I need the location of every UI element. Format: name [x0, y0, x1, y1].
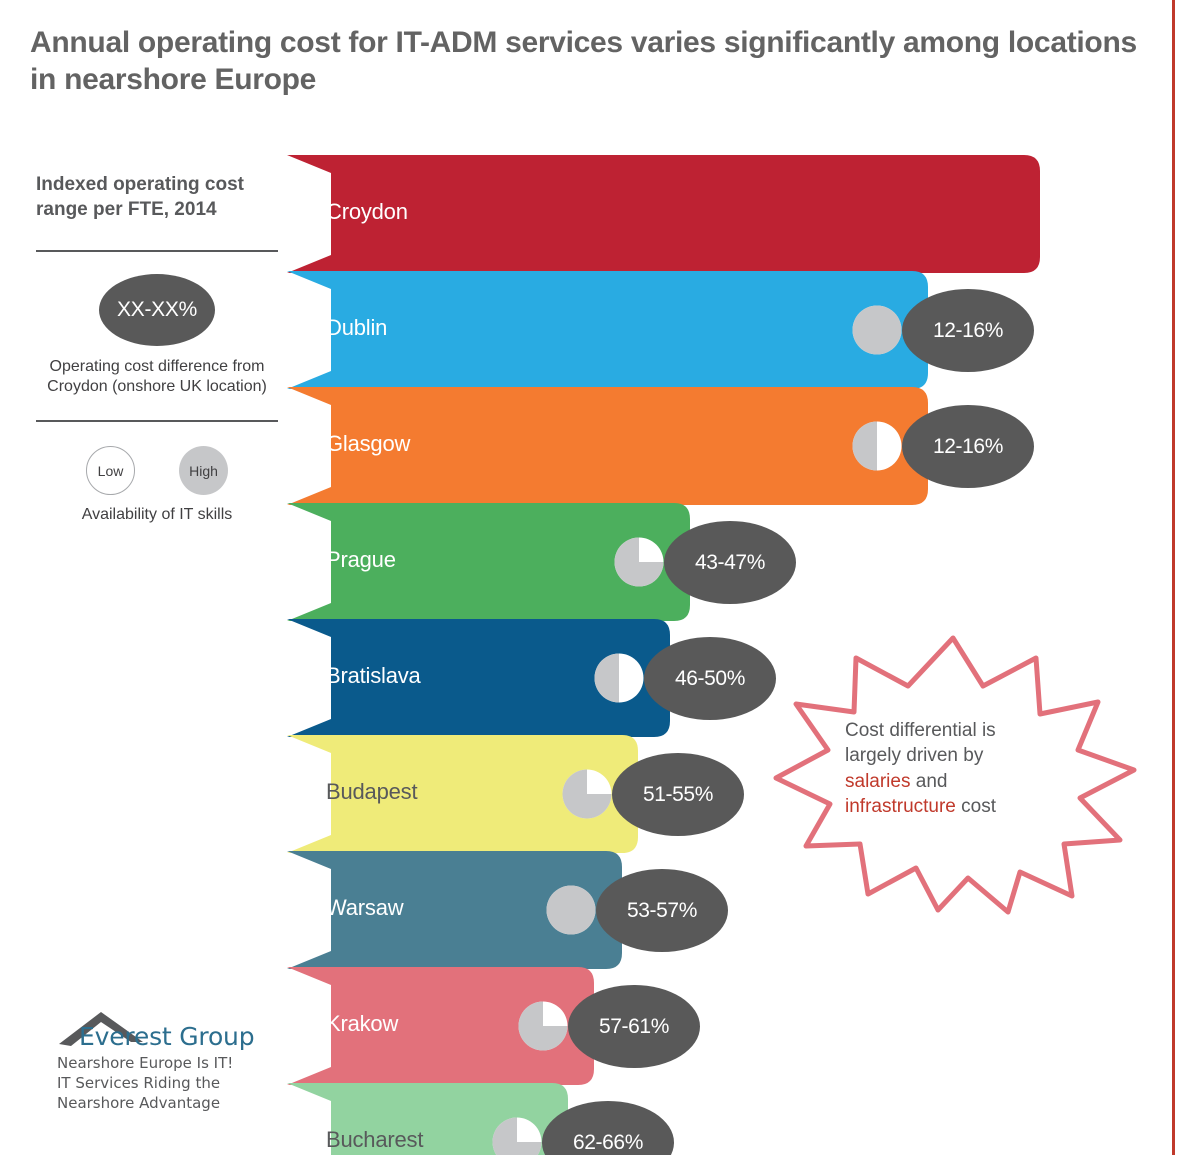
bar-row[interactable]: Budapest 51-55%	[287, 735, 1087, 853]
bar-label: Krakow	[326, 1011, 399, 1036]
cost-difference-label: 51-55%	[643, 782, 713, 806]
cost-difference-label: 46-50%	[675, 666, 745, 690]
bar-row[interactable]: Bucharest 62-66%	[287, 1083, 1087, 1155]
brand-subtitle-line1: Nearshore Europe Is IT!	[57, 1054, 234, 1072]
bar-row[interactable]: Bratislava 46-50%	[287, 619, 1087, 737]
everest-group-logo: Everest Group	[57, 1008, 297, 1051]
bar-ribbon-shape	[287, 387, 928, 505]
cost-difference-bubble: 51-55%	[612, 753, 744, 836]
bar-label: Dublin	[326, 315, 388, 340]
sample-percent-bubble: XX-XX%	[99, 274, 215, 347]
skills-availability-pie	[852, 305, 902, 355]
legend-divider-bottom	[36, 420, 278, 423]
starburst-shape-icon	[773, 635, 1137, 915]
bar-ribbon-shape	[287, 851, 622, 969]
bar-row[interactable]: Dublin 12-16%	[287, 271, 1087, 389]
callout-mid: and	[910, 770, 948, 792]
bar-label: Warsaw	[326, 895, 404, 920]
skill-low-circle: Low	[86, 446, 135, 496]
skill-high-circle: High	[179, 446, 228, 496]
callout-starburst	[768, 628, 1138, 923]
skills-availability-pie	[562, 769, 612, 819]
skill-high-label: High	[189, 462, 218, 479]
bar-label: Bucharest	[326, 1127, 424, 1152]
bar-label: Budapest	[326, 779, 418, 804]
skills-availability-pie	[594, 653, 644, 703]
right-edge-rule	[1172, 0, 1175, 1155]
cost-difference-bubble: 57-61%	[568, 985, 700, 1068]
sample-bubble-caption: Operating cost difference from Croydon (…	[47, 358, 267, 395]
bar-row[interactable]: Glasgow 12-16%	[287, 387, 1087, 505]
sample-percent-label: XX-XX%	[117, 298, 197, 322]
callout-line1: Cost differential is	[845, 720, 996, 741]
cost-difference-bubble: 53-57%	[596, 869, 728, 952]
skills-legend-caption: Availability of IT skills	[81, 506, 233, 524]
bar-ribbon-shape	[287, 503, 690, 621]
brand-subtitle: Nearshore Europe Is IT! IT Services Ridi…	[57, 1054, 297, 1114]
skills-legend-row: Low High	[36, 446, 278, 496]
cost-difference-label: 62-66%	[573, 1130, 643, 1154]
callout-highlight-salaries: salaries	[845, 770, 911, 792]
legend-divider-top	[36, 250, 278, 253]
bar-row[interactable]: Warsaw 53-57%	[287, 851, 1087, 969]
cost-difference-label: 12-16%	[933, 318, 1003, 342]
bar-ribbon-shape	[287, 271, 928, 389]
cost-difference-label: 43-47%	[695, 550, 765, 574]
skills-availability-pie	[614, 537, 664, 587]
skills-availability-pie	[518, 1001, 568, 1051]
skills-availability-pie	[492, 1117, 542, 1155]
brand-subtitle-line2: IT Services Riding the	[57, 1073, 221, 1092]
cost-difference-bubble: 46-50%	[644, 637, 776, 720]
bar-ribbon-shape	[287, 155, 1040, 273]
callout-tail: cost	[955, 795, 996, 817]
callout-line2: largely driven by	[845, 745, 984, 767]
bar-ribbon-shape	[287, 735, 638, 853]
skill-low-label: Low	[97, 462, 124, 479]
cost-difference-bubble: 12-16%	[902, 405, 1034, 488]
cost-difference-label: 12-16%	[933, 434, 1003, 458]
legend-heading: Indexed operating cost range per FTE, 20…	[36, 174, 244, 221]
callout-highlight-infrastructure: infrastructure	[845, 795, 956, 817]
bar-label: Croydon	[326, 199, 408, 224]
bar-label: Prague	[326, 547, 396, 572]
cost-difference-label: 57-61%	[599, 1014, 669, 1038]
bar-row[interactable]: Prague 43-47%	[287, 503, 1087, 621]
brand-block: Everest Group Nearshore Europe Is IT! IT…	[57, 1008, 297, 1114]
bar-row[interactable]: Croydon	[287, 155, 1087, 273]
bar-row[interactable]: Krakow 57-61%	[287, 967, 1087, 1085]
cost-difference-bubble: 43-47%	[664, 521, 796, 604]
cost-difference-label: 53-57%	[627, 898, 697, 922]
cost-difference-bubble: 12-16%	[902, 289, 1034, 372]
bar-label: Bratislava	[326, 663, 421, 688]
brand-name: Everest Group	[79, 1022, 255, 1051]
page-title: Annual operating cost for IT-ADM service…	[30, 26, 1137, 97]
callout-text: Cost differential is largely driven by s…	[845, 718, 1095, 819]
skills-availability-pie	[546, 885, 596, 935]
bar-ribbon-shape	[287, 619, 670, 737]
bar-ribbon-shape	[287, 967, 594, 1085]
legend-panel: Indexed operating cost range per FTE, 20…	[36, 172, 278, 524]
bar-label: Glasgow	[326, 431, 411, 456]
mountain-peak-icon	[59, 1012, 143, 1046]
skills-availability-pie	[852, 421, 902, 471]
brand-subtitle-line3: Nearshore Advantage	[57, 1093, 221, 1112]
